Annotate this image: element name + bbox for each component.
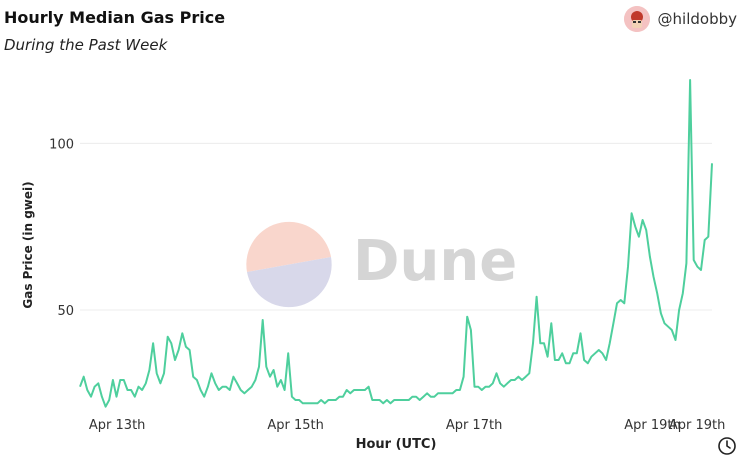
x-tick-label: Apr 13th — [89, 418, 146, 433]
x-axis-label: Hour (UTC) — [356, 437, 437, 452]
y-tick-label: 100 — [49, 137, 74, 152]
y-axis-label: Gas Price (in gwei) — [21, 181, 35, 308]
avatar-icon — [623, 6, 650, 32]
y-tick-label: 50 — [57, 304, 74, 319]
watermark-logo-bottom — [247, 257, 332, 308]
axis-layer: 50 100 Apr 13th Apr 15th Apr 17th Apr 19thApr… — [49, 137, 725, 433]
author-badge[interactable]: @hildobby — [623, 6, 737, 32]
x-tick-label: Apr 17th — [446, 418, 503, 433]
grid-layer — [80, 142, 712, 311]
chart-subtitle: During the Past Week — [4, 36, 168, 54]
series-line — [79, 79, 713, 408]
watermark-text: Dune — [353, 229, 517, 294]
x-tick-label: Apr 19th — [624, 418, 681, 433]
watermark-logo-top — [246, 221, 331, 272]
chart-title: Hourly Median Gas Price — [4, 8, 226, 27]
clock-icon[interactable] — [717, 436, 737, 456]
x-tick-label: Apr 15th — [267, 418, 324, 433]
author-name[interactable]: @hildobby — [657, 10, 737, 28]
x-tick-label: Apr 19th — [669, 418, 726, 433]
dune-watermark: Dune — [246, 221, 517, 308]
